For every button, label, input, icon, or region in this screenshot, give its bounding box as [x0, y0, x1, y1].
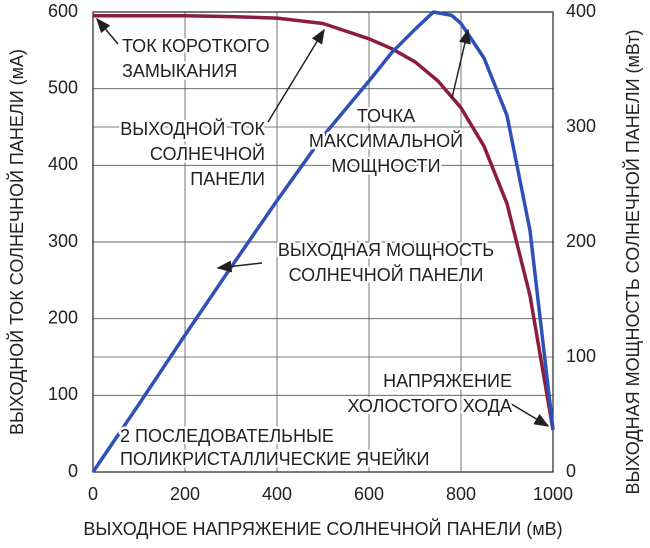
y2-tick-label: 200	[566, 231, 596, 251]
x-tick-label: 800	[446, 484, 476, 504]
y-tick-label: 100	[48, 384, 78, 404]
annotation: ПОЛИКРИСТАЛЛИЧЕСКИЕ ЯЧЕЙКИ	[120, 448, 429, 469]
annotation: СОЛНЕЧНОЙ	[150, 143, 265, 164]
y-tick-label: 200	[48, 307, 78, 327]
arrow	[507, 401, 550, 427]
y2-tick-label: 400	[566, 1, 596, 21]
y2-tick-label: 100	[566, 346, 596, 366]
plot-frame	[92, 11, 554, 473]
annotation: НАПРЯЖЕНИЕ	[383, 371, 512, 391]
x-tick-label: 200	[170, 484, 200, 504]
annotation: ТОЧКА	[357, 106, 415, 126]
labels: ВЫХОДНОЕ НАПРЯЖЕНИЕ СОЛНЕЧНОЙ ПАНЕЛИ (мВ…	[6, 1, 643, 539]
arrow	[451, 28, 471, 99]
series-line	[91, 10, 555, 473]
arrow	[216, 260, 263, 273]
arrows	[96, 17, 550, 427]
annotation: МАКСИМАЛЬНОЙ	[309, 130, 463, 151]
y2-tick-label: 0	[566, 461, 576, 481]
x-tick-label: 400	[262, 484, 292, 504]
y-tick-label: 0	[68, 461, 78, 481]
y-tick-label: 600	[48, 1, 78, 21]
annotation: МОЩНОСТИ	[331, 156, 440, 176]
annotation: ЗАМЫКАНИЯ	[122, 61, 237, 81]
y-tick-label: 400	[48, 154, 78, 174]
curves	[91, 10, 555, 473]
x-tick-label: 0	[88, 484, 98, 504]
annotation: ВЫХОДНАЯ МОЩНОСТЬ	[278, 240, 494, 260]
annotation: ПАНЕЛИ	[190, 169, 265, 189]
x-tick-label: 600	[354, 484, 384, 504]
arrow	[267, 28, 325, 123]
annotation: ТОК КОРОТКОГО	[122, 36, 270, 56]
annotation: ХОЛОСТОГО ХОДА	[347, 396, 512, 416]
y-tick-label: 300	[48, 231, 78, 251]
series-line	[93, 14, 555, 431]
x-axis-title: ВЫХОДНОЕ НАПРЯЖЕНИЕ СОЛНЕЧНОЙ ПАНЕЛИ (мВ…	[83, 518, 562, 539]
arrow	[96, 17, 119, 45]
y-axis-title: ВЫХОДНОЙ ТОК СОЛНЕЧНОЙ ПАНЕЛИ (мА)	[6, 49, 27, 435]
annotation: ВЫХОДНОЙ ТОК	[120, 118, 265, 139]
y2-axis-title: ВЫХОДНАЯ МОЩНОСТЬ СОЛНЕЧНОЙ ПАНЕЛИ (мВт)	[622, 29, 643, 494]
x-tick-label: 1000	[533, 484, 573, 504]
annotation: 2 ПОСЛЕДОВАТЕЛЬНЫЕ	[120, 426, 334, 446]
y-tick-label: 500	[48, 77, 78, 97]
annotation: СОЛНЕЧНОЙ ПАНЕЛИ	[289, 264, 484, 285]
y2-tick-label: 300	[566, 116, 596, 136]
